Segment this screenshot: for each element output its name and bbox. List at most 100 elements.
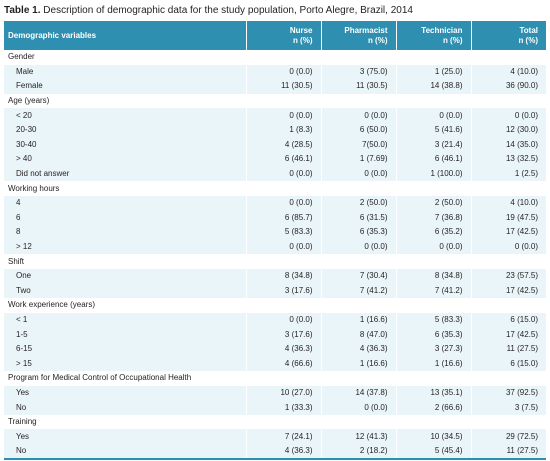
cell-pharmacist: 6 (50.0) (320, 122, 396, 138)
table-row: Did not answer 0 (0.0) 0 (0.0) 1 (100.0) 1 (… (4, 166, 546, 182)
cell-total: 11 (27.5) (470, 444, 546, 461)
cell-technician: 2 (66.6) (395, 400, 471, 415)
cell-total: 29 (72.5) (470, 429, 546, 445)
cell-technician: 7 (36.8) (395, 210, 471, 226)
cell-technician: 5 (45.4) (395, 444, 471, 461)
group-label: Shift (4, 254, 246, 269)
cell-nurse: 4 (36.3) (245, 341, 321, 357)
header-label: Nurse (289, 25, 313, 35)
table-caption: Table 1. Description of demographic data… (4, 4, 546, 17)
cell-total: 6 (15.0) (470, 356, 546, 372)
table-row: No 1 (33.3) 0 (0.0) 2 (66.6) 3 (7.5) (4, 400, 546, 415)
header-label: Total (519, 25, 538, 35)
cell-pharmacist (320, 414, 396, 430)
header-unit: n (%) (367, 35, 388, 45)
cell-technician: 3 (21.4) (395, 137, 471, 153)
row-label: > 15 (4, 356, 246, 372)
row-label: Yes (4, 429, 246, 445)
cell-pharmacist: 1 (16.6) (320, 312, 396, 328)
table-row: 1-5 3 (17.6) 8 (47.0) 6 (35.3) 17 (42.5) (4, 327, 546, 342)
cell-pharmacist: 2 (50.0) (320, 195, 396, 211)
cell-total (470, 50, 546, 65)
cell-nurse: 6 (85.7) (245, 210, 321, 226)
cell-nurse: 10 (27.0) (245, 385, 321, 401)
cell-pharmacist: 14 (37.8) (320, 385, 396, 401)
cell-technician: 1 (100.0) (395, 166, 471, 182)
cell-total (470, 414, 546, 430)
row-label: Two (4, 283, 246, 299)
group-label: Working hours (4, 181, 246, 196)
cell-nurse: 8 (34.8) (245, 268, 321, 284)
header-unit: n (%) (292, 35, 313, 45)
row-label: 6-15 (4, 341, 246, 357)
cell-pharmacist: 7(50.0) (320, 137, 396, 153)
cell-technician: 14 (38.8) (395, 79, 471, 94)
cell-pharmacist: 11 (30.5) (320, 79, 396, 94)
row-label: > 40 (4, 152, 246, 167)
row-label: 20-30 (4, 122, 246, 138)
cell-nurse: 3 (17.6) (245, 283, 321, 299)
cell-technician: 1 (16.6) (395, 356, 471, 372)
cell-pharmacist (320, 254, 396, 269)
cell-nurse (245, 50, 321, 65)
table-row: < 20 0 (0.0) 0 (0.0) 0 (0.0) 0 (0.0) (4, 108, 546, 123)
cell-nurse: 0 (0.0) (245, 64, 321, 80)
row-label: 4 (4, 195, 246, 211)
cell-pharmacist (320, 298, 396, 313)
header-total: Total n (%) (470, 21, 546, 50)
cell-nurse: 1 (8.3) (245, 122, 321, 138)
cell-total: 14 (35.0) (470, 137, 546, 153)
cell-nurse: 4 (66.6) (245, 356, 321, 372)
demographics-table: Demographic variables Nurse n (%) Pharma… (4, 21, 546, 461)
cell-technician (395, 298, 471, 313)
cell-nurse: 11 (30.5) (245, 79, 321, 94)
cell-total: 19 (47.5) (470, 210, 546, 226)
table-body: Gender Male 0 (0.0) 3 (75.0) 1 (25.0) 4 (10.0… (4, 50, 546, 461)
cell-nurse: 4 (36.3) (245, 444, 321, 461)
table-caption-label: Table 1. (4, 5, 41, 16)
row-label: One (4, 268, 246, 284)
cell-total: 0 (0.0) (470, 108, 546, 123)
cell-total: 0 (0.0) (470, 239, 546, 255)
cell-technician (395, 414, 471, 430)
cell-pharmacist: 3 (75.0) (320, 64, 396, 80)
cell-total: 17 (42.5) (470, 283, 546, 299)
cell-pharmacist: 0 (0.0) (320, 108, 396, 123)
row-label: 30-40 (4, 137, 246, 153)
group-header-row: Program for Medical Control of Occupatio… (4, 371, 546, 386)
cell-technician: 5 (41.6) (395, 122, 471, 138)
cell-technician: 6 (35.3) (395, 327, 471, 342)
row-label: > 12 (4, 239, 246, 255)
cell-nurse: 4 (28.5) (245, 137, 321, 153)
cell-nurse: 5 (83.3) (245, 225, 321, 240)
cell-technician (395, 254, 471, 269)
row-label: No (4, 444, 246, 461)
cell-nurse (245, 93, 321, 109)
cell-technician: 6 (35.2) (395, 225, 471, 240)
cell-technician (395, 50, 471, 65)
row-label: Male (4, 64, 246, 80)
cell-nurse: 0 (0.0) (245, 312, 321, 328)
cell-pharmacist: 12 (41.3) (320, 429, 396, 445)
cell-total: 17 (42.5) (470, 225, 546, 240)
header-pharmacist: Pharmacist n (%) (320, 21, 396, 50)
cell-nurse (245, 298, 321, 313)
table-row: Male 0 (0.0) 3 (75.0) 1 (25.0) 4 (10.0) (4, 64, 546, 80)
cell-pharmacist: 6 (31.5) (320, 210, 396, 226)
cell-total (470, 298, 546, 313)
row-label: < 1 (4, 312, 246, 328)
cell-pharmacist: 0 (0.0) (320, 166, 396, 182)
cell-nurse: 0 (0.0) (245, 108, 321, 123)
cell-total (470, 181, 546, 196)
table-caption-text: Description of demographic data for the … (43, 5, 413, 16)
cell-technician: 5 (83.3) (395, 312, 471, 328)
table-row: > 15 4 (66.6) 1 (16.6) 1 (16.6) 6 (15.0) (4, 356, 546, 372)
cell-technician: 6 (46.1) (395, 152, 471, 167)
row-label: No (4, 400, 246, 415)
header-row: Demographic variables Nurse n (%) Pharma… (4, 21, 546, 50)
cell-nurse: 3 (17.6) (245, 327, 321, 342)
table-row: Female 11 (30.5) 11 (30.5) 14 (38.8) 36 (90.… (4, 79, 546, 94)
cell-pharmacist: 1 (7.69) (320, 152, 396, 167)
